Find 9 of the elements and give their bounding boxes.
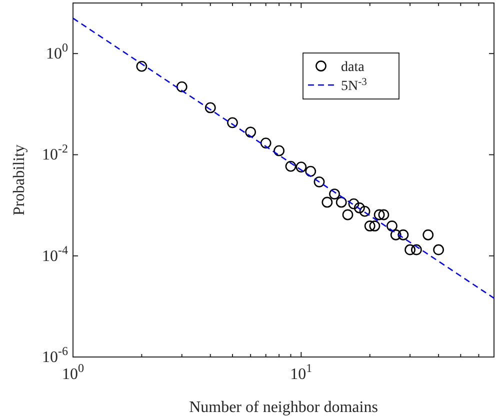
y-axis-title: Probability bbox=[11, 144, 28, 216]
x-tick-label: 10$^{1}$ bbox=[290, 361, 312, 383]
y-tick-label: 10$^{-2}$ bbox=[42, 142, 68, 164]
x-axis-title: Number of neighbor domains bbox=[189, 399, 378, 416]
y-tick-label: 10$^{0}$ bbox=[46, 40, 68, 63]
legend-label: data bbox=[341, 60, 366, 75]
legend-label: 5N$^{-3}$ bbox=[341, 76, 367, 94]
y-tick-label: 10$^{-6}$ bbox=[42, 344, 68, 366]
y-tick-label: 10$^{-4}$ bbox=[42, 242, 68, 265]
